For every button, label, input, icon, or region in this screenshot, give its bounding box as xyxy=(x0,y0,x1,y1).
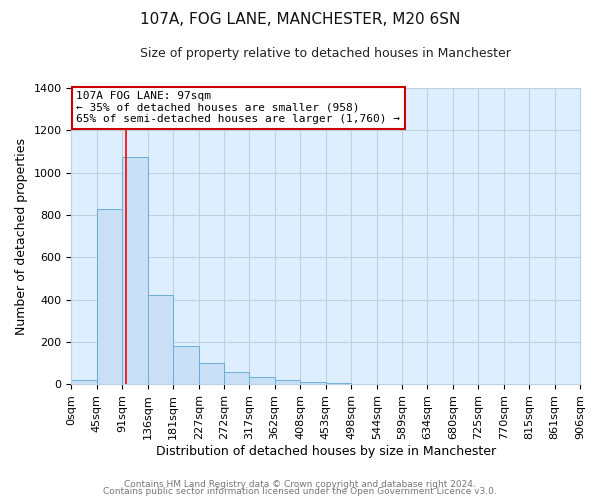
Text: Contains public sector information licensed under the Open Government Licence v3: Contains public sector information licen… xyxy=(103,487,497,496)
Y-axis label: Number of detached properties: Number of detached properties xyxy=(15,138,28,334)
Bar xyxy=(301,382,326,384)
Bar xyxy=(71,380,97,384)
X-axis label: Distribution of detached houses by size in Manchester: Distribution of detached houses by size … xyxy=(155,444,496,458)
Text: 107A, FOG LANE, MANCHESTER, M20 6SN: 107A, FOG LANE, MANCHESTER, M20 6SN xyxy=(140,12,460,28)
Bar xyxy=(173,346,199,384)
Bar xyxy=(97,208,122,384)
Bar xyxy=(199,363,224,384)
Bar xyxy=(250,376,275,384)
Text: Contains HM Land Registry data © Crown copyright and database right 2024.: Contains HM Land Registry data © Crown c… xyxy=(124,480,476,489)
Bar xyxy=(148,296,173,384)
Bar xyxy=(275,380,301,384)
Bar xyxy=(224,372,250,384)
Text: 107A FOG LANE: 97sqm
← 35% of detached houses are smaller (958)
65% of semi-deta: 107A FOG LANE: 97sqm ← 35% of detached h… xyxy=(76,91,400,124)
Title: Size of property relative to detached houses in Manchester: Size of property relative to detached ho… xyxy=(140,48,511,60)
Bar xyxy=(122,157,148,384)
Bar xyxy=(326,383,351,384)
